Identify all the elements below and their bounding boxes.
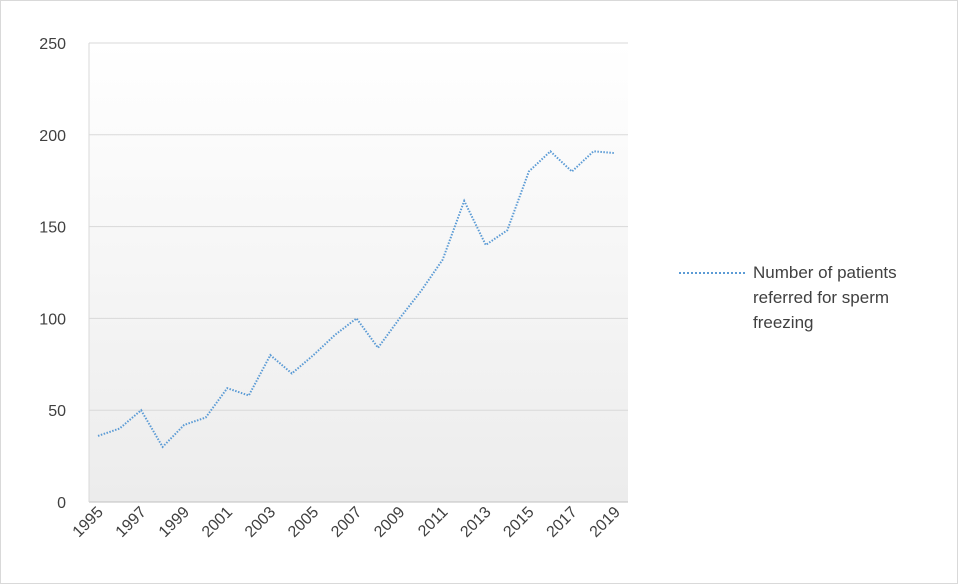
y-tick-label: 250 (39, 36, 66, 53)
x-tick-label: 2003 (242, 504, 279, 541)
x-tick-label: 2007 (328, 504, 365, 541)
x-tick-label: 1995 (70, 504, 107, 541)
y-tick-label: 100 (39, 311, 66, 328)
x-tick-label: 1999 (156, 504, 193, 541)
x-tick-label: 2005 (285, 504, 322, 541)
y-tick-label: 150 (39, 220, 66, 237)
x-tick-label: 2013 (457, 504, 494, 541)
x-tick-label: 2011 (415, 504, 451, 540)
x-tick-label: 2015 (500, 504, 537, 541)
x-tick-label: 2001 (199, 504, 236, 541)
x-tick-label: 2019 (587, 504, 624, 541)
x-tick-label: 2017 (544, 504, 581, 541)
y-tick-label: 0 (57, 495, 66, 512)
y-axis: 0 50 100 150 200 250 (39, 36, 66, 512)
legend: Number of patients referred for sperm fr… (679, 260, 919, 335)
x-tick-label: 1997 (113, 504, 150, 541)
x-tick-label: 2009 (371, 504, 408, 541)
y-tick-label: 50 (48, 403, 66, 420)
plot-area (89, 43, 628, 502)
y-tick-label: 200 (39, 128, 66, 145)
legend-series-label: Number of patients referred for sperm fr… (753, 260, 919, 335)
legend-swatch (679, 272, 745, 274)
